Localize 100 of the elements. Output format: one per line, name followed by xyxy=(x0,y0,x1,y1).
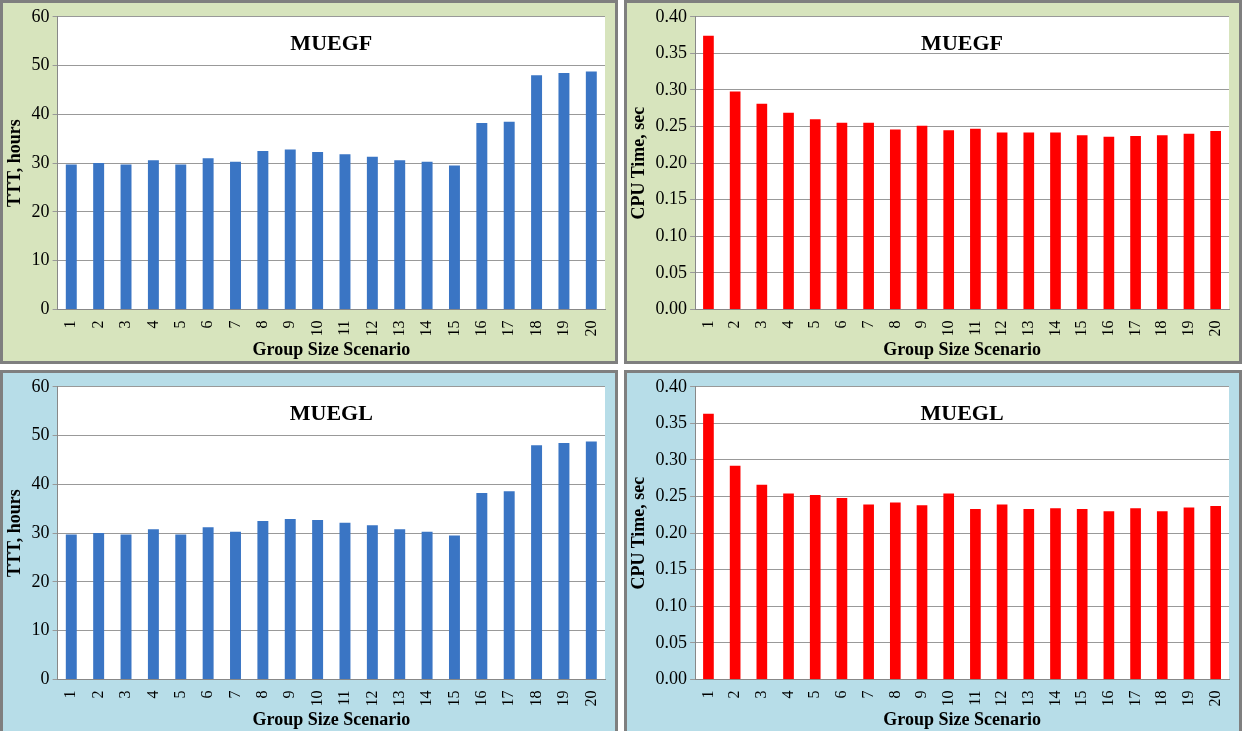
bar xyxy=(65,164,77,309)
bar xyxy=(558,72,570,309)
bar xyxy=(421,161,433,309)
y-tick-label: 0.25 xyxy=(655,115,688,136)
bar xyxy=(943,130,955,309)
x-tick-label: 3 xyxy=(752,690,770,699)
x-tick-label: 8 xyxy=(885,690,903,699)
x-tick-label: 7 xyxy=(225,320,243,329)
y-tick-label: 0.40 xyxy=(655,5,688,26)
bar xyxy=(1210,130,1221,309)
bar xyxy=(448,165,460,309)
x-tick-label: 2 xyxy=(88,690,106,699)
bar xyxy=(531,445,543,679)
x-tick-label: 13 xyxy=(389,690,407,707)
x-tick-label: 5 xyxy=(805,320,823,329)
y-axis-title: TTT, hours xyxy=(4,119,25,207)
bar xyxy=(809,495,821,679)
bar xyxy=(394,160,406,309)
text: MUEGL xyxy=(920,400,1004,426)
bar xyxy=(503,491,515,679)
bar xyxy=(916,505,928,679)
x-tick-label: 16 xyxy=(1099,690,1117,707)
y-tick-label: 0.20 xyxy=(655,151,688,172)
bar xyxy=(366,525,378,679)
x-tick-label: 4 xyxy=(778,320,796,329)
bar xyxy=(202,527,214,679)
bar xyxy=(996,132,1008,309)
x-tick-label: 6 xyxy=(198,320,216,329)
x-tick-label: 13 xyxy=(1018,320,1036,337)
x-tick-label: 5 xyxy=(170,320,188,329)
x-tick-label: 20 xyxy=(581,320,599,337)
y-tick-label: 10 xyxy=(31,619,50,640)
bar xyxy=(1183,507,1195,679)
y-tick-label: 0.35 xyxy=(655,42,688,63)
bar xyxy=(729,465,741,679)
bar xyxy=(585,441,597,679)
bar xyxy=(284,518,296,679)
bar xyxy=(1076,508,1088,679)
x-tick-label: 9 xyxy=(912,320,930,329)
x-tick-label: 4 xyxy=(778,690,796,699)
x-tick-label: 3 xyxy=(752,320,770,329)
bar xyxy=(1183,133,1195,309)
x-tick-label: 10 xyxy=(938,320,956,337)
y-tick-label: 0.30 xyxy=(655,78,688,99)
bar xyxy=(970,128,981,309)
y-tick-label: 0.15 xyxy=(655,558,688,579)
y-tick-label: 0.05 xyxy=(655,261,688,282)
y-tick-label: 0.35 xyxy=(655,412,688,433)
y-tick-label: 0.00 xyxy=(655,668,688,689)
y-tick-label: 0.15 xyxy=(655,188,688,209)
bar xyxy=(783,112,794,309)
bar xyxy=(257,520,269,679)
x-axis-title: Group Size Scenario xyxy=(883,338,1041,359)
y-tick-label: 20 xyxy=(31,570,50,591)
bar xyxy=(1210,506,1221,679)
bar xyxy=(970,508,981,679)
x-tick-label: 16 xyxy=(472,690,490,707)
x-tick-label: 11 xyxy=(335,320,353,336)
x-axis-title: Group Size Scenario xyxy=(883,708,1041,729)
bar xyxy=(120,164,132,309)
x-tick-label: 12 xyxy=(992,320,1010,337)
bar xyxy=(339,522,351,679)
x-tick-label: 12 xyxy=(362,320,380,337)
y-tick-label: 0.10 xyxy=(655,594,688,615)
bar xyxy=(257,150,269,309)
x-tick-label: 12 xyxy=(992,690,1010,707)
bar xyxy=(339,154,351,309)
text: MUEGL xyxy=(289,400,373,426)
bar xyxy=(202,158,214,309)
x-tick-label: 7 xyxy=(858,320,876,329)
y-axis-title: CPU Time, sec xyxy=(628,476,649,590)
bar xyxy=(703,35,714,309)
bar xyxy=(421,531,433,679)
bar xyxy=(1156,135,1168,309)
bar xyxy=(93,533,105,679)
y-tick-label: 0.05 xyxy=(655,631,688,652)
bar xyxy=(147,160,159,309)
y-tick-label: 0.10 xyxy=(655,224,688,245)
bar xyxy=(1076,135,1088,309)
bar xyxy=(312,151,324,309)
y-tick-label: 0 xyxy=(40,668,50,689)
x-tick-label: 10 xyxy=(307,320,325,337)
bar xyxy=(996,504,1008,679)
y-tick-label: 60 xyxy=(31,375,50,396)
x-tick-label: 19 xyxy=(554,690,572,707)
text: MUEGF xyxy=(290,30,373,56)
y-axis-title: CPU Time, sec xyxy=(628,106,649,220)
bar xyxy=(1050,508,1061,679)
x-tick-label: 12 xyxy=(362,690,380,707)
bar xyxy=(889,129,901,309)
y-tick-label: 0.25 xyxy=(655,485,688,506)
bar xyxy=(836,122,848,309)
bar xyxy=(448,535,460,679)
x-tick-label: 8 xyxy=(253,690,271,699)
bar xyxy=(729,91,741,309)
x-tick-label: 14 xyxy=(1045,320,1063,337)
bar xyxy=(284,149,296,309)
bar xyxy=(1023,508,1035,679)
bar xyxy=(147,529,159,679)
y-tick-label: 50 xyxy=(31,424,50,445)
